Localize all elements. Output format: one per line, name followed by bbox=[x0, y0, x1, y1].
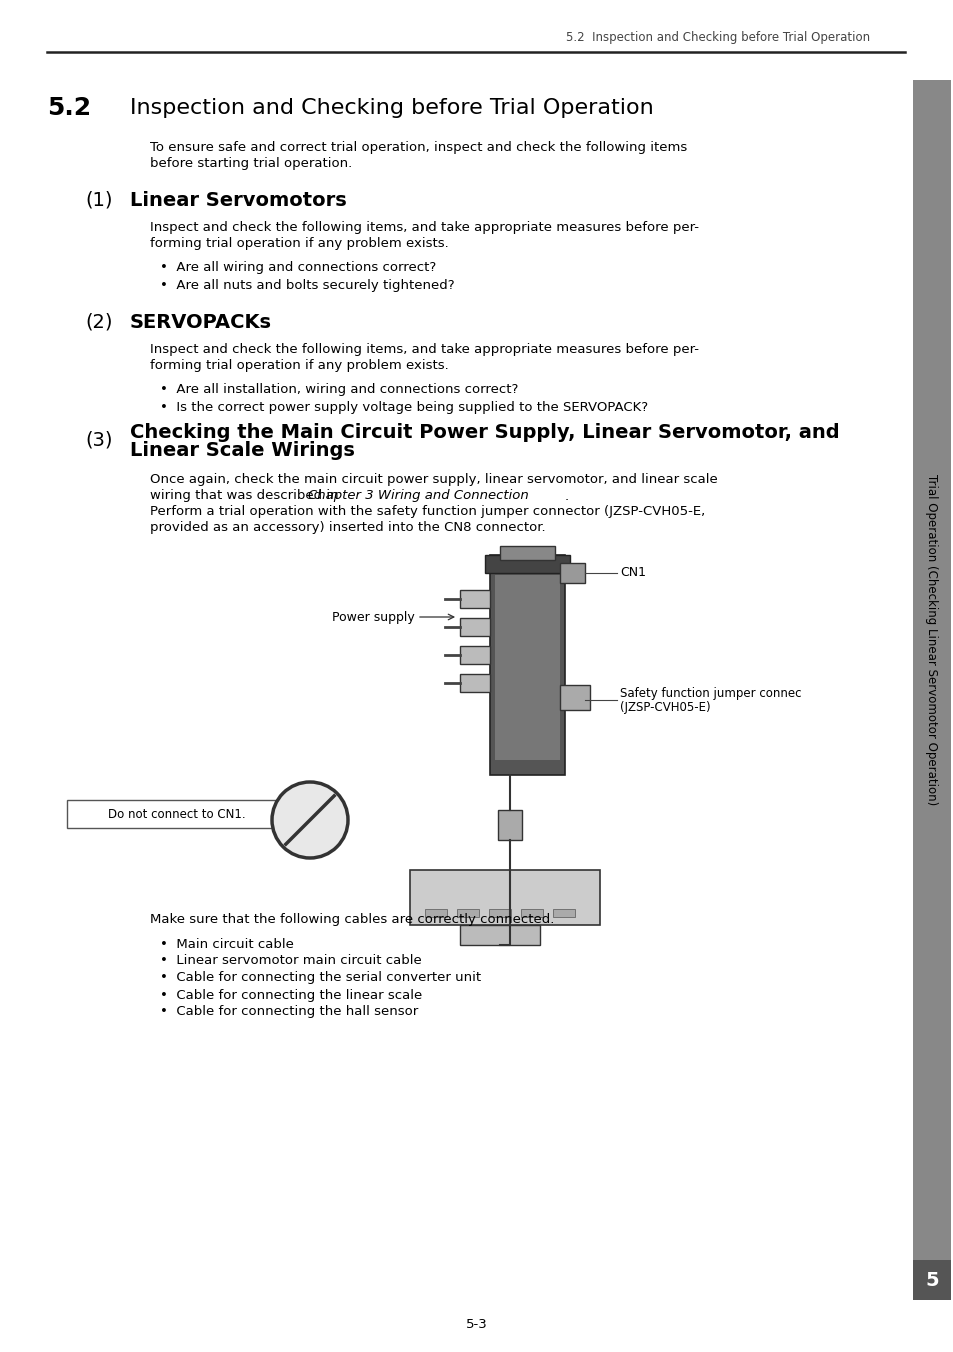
Text: (JZSP-CVH05-E): (JZSP-CVH05-E) bbox=[619, 700, 710, 714]
Bar bbox=[912, 1260, 950, 1301]
Bar bbox=[424, 909, 447, 917]
Bar bbox=[459, 618, 490, 635]
Text: Chapter 3 Wiring and Connection: Chapter 3 Wiring and Connection bbox=[308, 489, 528, 503]
Text: (3): (3) bbox=[85, 430, 112, 449]
Bar bbox=[459, 925, 539, 945]
Text: forming trial operation if any problem exists.: forming trial operation if any problem e… bbox=[150, 360, 448, 373]
Text: Once again, check the main circuit power supply, linear servomotor, and linear s: Once again, check the main circuit power… bbox=[150, 473, 717, 487]
Bar bbox=[459, 589, 490, 608]
Bar bbox=[459, 675, 490, 692]
Text: Perform a trial operation with the safety function jumper connector (JZSP-CVH05-: Perform a trial operation with the safet… bbox=[150, 506, 704, 519]
Text: •  Cable for connecting the linear scale: • Cable for connecting the linear scale bbox=[160, 988, 422, 1002]
Text: •  Cable for connecting the serial converter unit: • Cable for connecting the serial conver… bbox=[160, 972, 480, 984]
Bar bbox=[520, 909, 542, 917]
Text: provided as an accessory) inserted into the CN8 connector.: provided as an accessory) inserted into … bbox=[150, 522, 545, 534]
Text: wiring that was described in: wiring that was described in bbox=[150, 489, 342, 503]
Text: (2): (2) bbox=[85, 312, 112, 331]
Text: Inspect and check the following items, and take appropriate measures before per-: Inspect and check the following items, a… bbox=[150, 343, 699, 357]
Text: Inspect and check the following items, and take appropriate measures before per-: Inspect and check the following items, a… bbox=[150, 222, 699, 234]
Text: Linear Servomotors: Linear Servomotors bbox=[130, 191, 346, 210]
Bar bbox=[67, 800, 287, 827]
Bar bbox=[489, 909, 511, 917]
Text: .: . bbox=[564, 489, 569, 503]
Bar bbox=[484, 556, 569, 573]
Text: CN1: CN1 bbox=[619, 566, 645, 580]
Text: •  Cable for connecting the hall sensor: • Cable for connecting the hall sensor bbox=[160, 1006, 417, 1018]
Text: 5-3: 5-3 bbox=[466, 1318, 487, 1332]
Text: Safety function jumper connec: Safety function jumper connec bbox=[619, 687, 801, 699]
Circle shape bbox=[272, 781, 348, 859]
Bar bbox=[912, 80, 950, 1260]
Bar bbox=[497, 810, 521, 840]
Text: Inspection and Checking before Trial Operation: Inspection and Checking before Trial Ope… bbox=[130, 97, 653, 118]
Bar bbox=[490, 556, 564, 775]
Text: 5.2: 5.2 bbox=[47, 96, 91, 120]
Text: 5: 5 bbox=[924, 1271, 938, 1290]
Bar bbox=[456, 909, 478, 917]
Bar bbox=[553, 909, 575, 917]
Text: •  Is the correct power supply voltage being supplied to the SERVOPACK?: • Is the correct power supply voltage be… bbox=[160, 400, 647, 414]
Bar bbox=[459, 646, 490, 664]
Bar bbox=[495, 575, 559, 760]
Text: •  Are all installation, wiring and connections correct?: • Are all installation, wiring and conne… bbox=[160, 384, 517, 396]
Text: •  Main circuit cable: • Main circuit cable bbox=[160, 937, 294, 950]
Bar bbox=[559, 562, 584, 583]
Text: Power supply: Power supply bbox=[332, 611, 415, 623]
Text: •  Are all wiring and connections correct?: • Are all wiring and connections correct… bbox=[160, 261, 436, 274]
Text: 5.2  Inspection and Checking before Trial Operation: 5.2 Inspection and Checking before Trial… bbox=[565, 31, 869, 45]
Text: To ensure safe and correct trial operation, inspect and check the following item: To ensure safe and correct trial operati… bbox=[150, 142, 686, 154]
Text: •  Linear servomotor main circuit cable: • Linear servomotor main circuit cable bbox=[160, 955, 421, 968]
Text: before starting trial operation.: before starting trial operation. bbox=[150, 157, 352, 170]
Text: Make sure that the following cables are correctly connected.: Make sure that the following cables are … bbox=[150, 914, 554, 926]
Bar bbox=[559, 685, 589, 710]
Text: •  Are all nuts and bolts securely tightened?: • Are all nuts and bolts securely tighte… bbox=[160, 279, 455, 292]
Text: Trial Operation (Checking Linear Servomotor Operation): Trial Operation (Checking Linear Servomo… bbox=[924, 475, 938, 806]
Bar bbox=[499, 546, 555, 560]
Text: forming trial operation if any problem exists.: forming trial operation if any problem e… bbox=[150, 238, 448, 250]
Text: Linear Scale Wirings: Linear Scale Wirings bbox=[130, 441, 355, 460]
Text: (1): (1) bbox=[85, 191, 112, 210]
Text: Do not connect to CN1.: Do not connect to CN1. bbox=[108, 807, 246, 821]
Text: Checking the Main Circuit Power Supply, Linear Servomotor, and: Checking the Main Circuit Power Supply, … bbox=[130, 422, 839, 442]
Bar bbox=[410, 869, 599, 925]
Text: SERVOPACKs: SERVOPACKs bbox=[130, 312, 272, 331]
